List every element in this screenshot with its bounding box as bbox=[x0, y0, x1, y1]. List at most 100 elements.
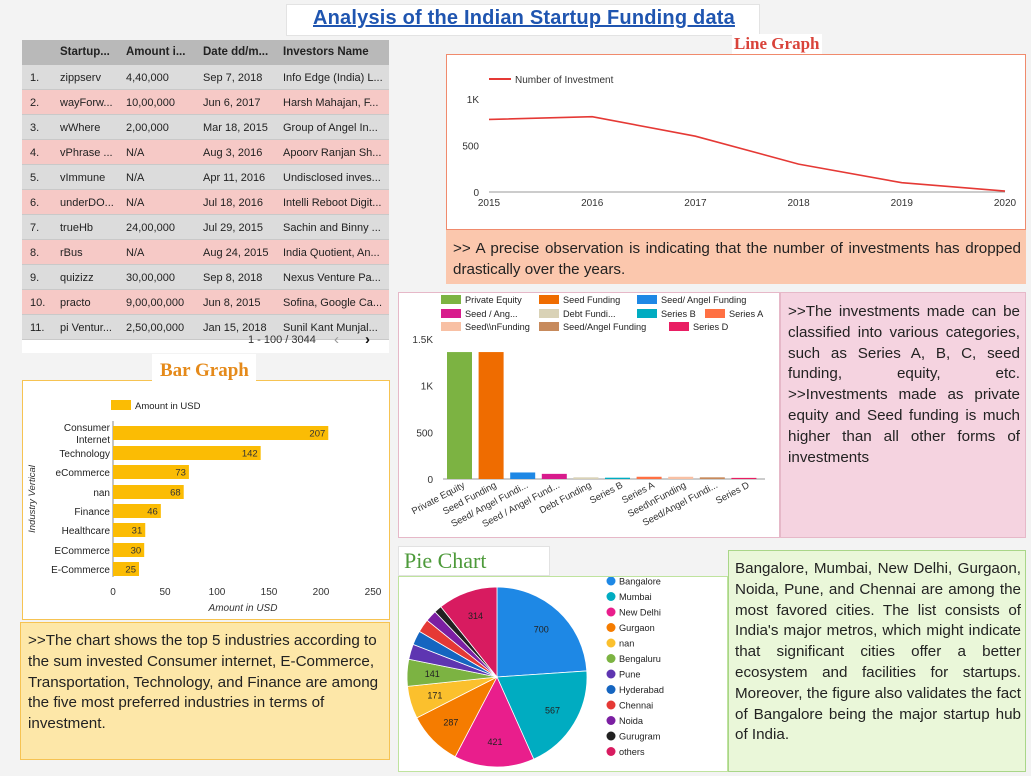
row-index: 3. bbox=[30, 122, 40, 134]
y-category-label: nan bbox=[93, 488, 110, 499]
bar-value-label: 25 bbox=[125, 565, 136, 576]
amount-cell: N/A bbox=[126, 172, 145, 184]
table-row[interactable]: 2. wayForw... 10,00,000 Jun 6, 2017 Harsh Ma… bbox=[22, 90, 389, 115]
y-category-label: Technology bbox=[59, 449, 110, 460]
row-index: 4. bbox=[30, 147, 40, 159]
legend-label: Number of Investment bbox=[515, 75, 614, 86]
legend-swatch bbox=[637, 309, 657, 318]
date-cell: Sep 8, 2018 bbox=[203, 272, 263, 284]
investors-cell: Nexus Venture Pa... bbox=[283, 272, 381, 284]
startup-name-cell: trueHb bbox=[60, 222, 94, 234]
table-row[interactable]: 4. vPhrase ... N/A Aug 3, 2016 Apoorv Ranjan… bbox=[22, 140, 389, 165]
bar-investment-type bbox=[605, 477, 630, 479]
header-startup[interactable]: Startup... bbox=[60, 46, 110, 58]
x-axis-label: Amount in USD bbox=[208, 603, 278, 614]
startup-name-cell: practo bbox=[60, 297, 91, 309]
y-axis-label: Industry Vertical bbox=[27, 464, 38, 533]
x-tick-label: 200 bbox=[313, 587, 330, 598]
x-tick-label: Series B bbox=[588, 480, 625, 507]
bar-industry bbox=[113, 543, 145, 557]
bar-insight-text: >>The chart shows the top 5 industries a… bbox=[28, 632, 379, 733]
bar-investment-type bbox=[541, 473, 567, 479]
x-tick-label: 250 bbox=[365, 587, 382, 598]
page-title: Analysis of the Indian Startup Funding d… bbox=[313, 7, 735, 29]
pagination-label: 1 - 100 / 3044 bbox=[248, 334, 316, 346]
table-row[interactable]: 7. trueHb 24,00,000 Jul 29, 2015 Sachin and … bbox=[22, 215, 389, 240]
line-insight-text: >> A precise observation is indicating t… bbox=[453, 240, 1021, 278]
date-cell: Jul 18, 2016 bbox=[203, 197, 263, 209]
bar-investment-type bbox=[447, 352, 472, 479]
header-amount[interactable]: Amount i... bbox=[126, 46, 186, 58]
bar-value-label: 73 bbox=[175, 468, 186, 479]
legend-label: Seed / Ang... bbox=[465, 309, 518, 319]
y-category-label: ECommerce bbox=[54, 546, 110, 557]
legend-label: Chennai bbox=[619, 701, 653, 711]
legend-swatch bbox=[111, 400, 131, 410]
startup-name-cell: quizizz bbox=[60, 272, 94, 284]
date-cell: Jan 15, 2018 bbox=[203, 322, 267, 334]
table-row[interactable]: 9. quizizz 30,00,000 Sep 8, 2018 Nexus Ventu… bbox=[22, 265, 389, 290]
table-row[interactable]: 6. underDO... N/A Jul 18, 2016 Intelli Reboo… bbox=[22, 190, 389, 215]
legend-swatch bbox=[539, 322, 559, 331]
y-category-label: Healthcare bbox=[62, 526, 111, 537]
row-index: 11. bbox=[30, 322, 45, 334]
legend-label: Series D bbox=[693, 322, 729, 332]
startup-name-cell: pi Ventur... bbox=[60, 322, 112, 334]
amount-cell: 24,00,000 bbox=[126, 222, 175, 234]
investors-cell: Intelli Reboot Digit... bbox=[283, 197, 382, 209]
bar-value-label: 207 bbox=[309, 429, 325, 440]
header-investors[interactable]: Investors Name bbox=[283, 46, 369, 58]
prev-page-button[interactable]: ‹ bbox=[334, 331, 339, 348]
table-row[interactable]: 5. vImmune N/A Apr 11, 2016 Undisclosed inve… bbox=[22, 165, 389, 190]
table-row[interactable]: 1. zippserv 4,40,000 Sep 7, 2018 Info Edge (… bbox=[22, 65, 389, 90]
legend-swatch bbox=[705, 309, 725, 318]
x-tick-label: 2019 bbox=[891, 198, 914, 209]
bar-investment-type bbox=[731, 477, 757, 479]
x-tick-label: 2018 bbox=[787, 198, 810, 209]
investors-cell: Sunil Kant Munjal... bbox=[283, 322, 378, 334]
legend-label: Seed/ Angel Funding bbox=[661, 295, 746, 305]
investors-cell: Sofina, Google Ca... bbox=[283, 297, 383, 309]
bar-value-label: 142 bbox=[242, 449, 258, 460]
next-page-button[interactable]: › bbox=[365, 331, 370, 348]
header-date[interactable]: Date dd/m... bbox=[203, 46, 269, 58]
table-row[interactable]: 3. wWhere 2,00,000 Mar 18, 2015 Group of Ang… bbox=[22, 115, 389, 140]
investors-cell: Undisclosed inves... bbox=[283, 172, 381, 184]
series-line-number-of-investment bbox=[488, 115, 1006, 192]
bar-industry bbox=[113, 485, 184, 499]
legend-label: others bbox=[619, 747, 645, 757]
legend-label: Gurugram bbox=[619, 732, 661, 742]
pie-value-label: 141 bbox=[425, 669, 440, 679]
table-row[interactable]: 8. rBus N/A Aug 24, 2015 India Quotient, An.… bbox=[22, 240, 389, 265]
startup-name-cell: zippserv bbox=[60, 72, 101, 84]
table-row[interactable]: 11. pi Ventur... 2,50,00,000 Jan 15, 2018 Su… bbox=[22, 315, 389, 340]
table-row[interactable]: 10. practo 9,00,00,000 Jun 8, 2015 Sofina, G… bbox=[22, 290, 389, 315]
industry-bar-chart-panel: Amount in USD 207 142 73 68 46 31 30 25 Consumer I… bbox=[22, 380, 390, 620]
city-pie-chart: 700 567 421 287 171 141 314 Bangalore Mumbai New … bbox=[406, 576, 664, 768]
bar-investment-type bbox=[573, 477, 599, 479]
legend-dot bbox=[606, 716, 616, 725]
pie-slice bbox=[454, 676, 535, 768]
bar-industry bbox=[113, 446, 261, 460]
pie-slice bbox=[496, 586, 588, 678]
bar-value-label: 30 bbox=[131, 546, 142, 557]
line-insight-box: >> A precise observation is indicating t… bbox=[446, 230, 1026, 284]
amount-cell: 10,00,000 bbox=[126, 97, 175, 109]
date-cell: Apr 11, 2016 bbox=[203, 172, 266, 184]
x-tick-label: 2020 bbox=[994, 198, 1017, 209]
bar-heading-box bbox=[152, 354, 256, 382]
legend-swatch bbox=[441, 295, 461, 304]
bar-investment-type bbox=[636, 476, 662, 479]
legend-label: New Delhi bbox=[619, 608, 661, 618]
x-tick-label: 2015 bbox=[478, 198, 501, 209]
investors-cell: India Quotient, An... bbox=[283, 247, 380, 259]
bar-industry bbox=[113, 426, 329, 440]
legend-dot bbox=[606, 747, 616, 756]
date-cell: Aug 24, 2015 bbox=[203, 247, 269, 259]
legend-label: Hyderabad bbox=[619, 685, 664, 695]
legend-label: Pune bbox=[619, 670, 640, 680]
bar-industry bbox=[113, 465, 189, 479]
y-category-label: Internet bbox=[76, 435, 110, 446]
data-table: Startup... Amount i... Date dd/m... Inve… bbox=[22, 40, 389, 353]
amount-cell: N/A bbox=[126, 197, 145, 209]
